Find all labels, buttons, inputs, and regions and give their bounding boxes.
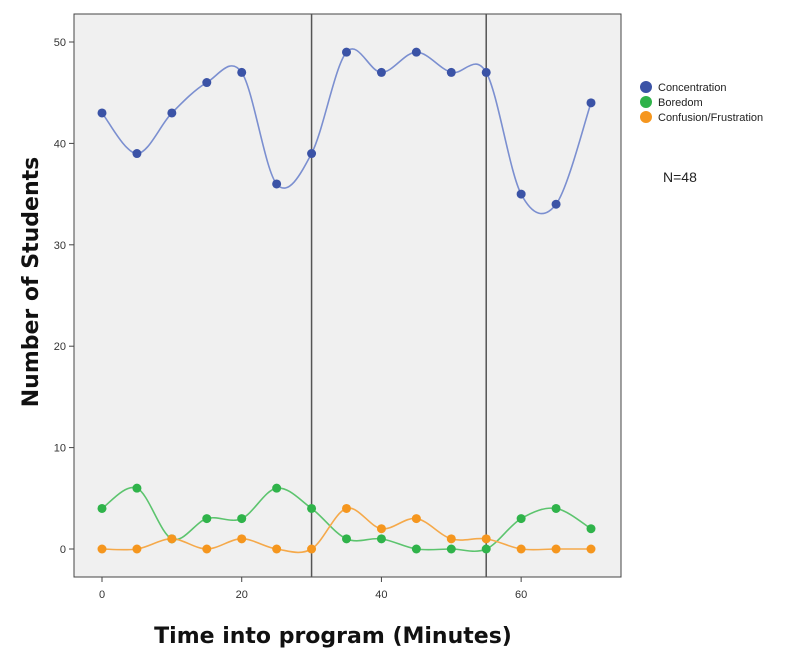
data-point-confusion-frustration (307, 544, 317, 554)
data-point-boredom (132, 483, 142, 493)
y-tick-label: 0 (60, 544, 66, 556)
data-point-boredom (97, 503, 107, 513)
x-tick-label: 0 (99, 589, 105, 601)
legend-label-concentration: Concentration (658, 82, 727, 94)
legend-marker-concentration (640, 81, 652, 93)
data-point-confusion-frustration (446, 534, 456, 544)
x-tick-label: 40 (375, 589, 387, 601)
x-axis: 0 20 40 60 (99, 577, 527, 601)
y-tick-label: 20 (54, 341, 66, 353)
data-point-concentration (97, 108, 107, 118)
data-point-boredom (481, 544, 491, 554)
y-axis-title: Number of Students (19, 157, 44, 408)
data-point-boredom (202, 514, 212, 524)
data-point-concentration (551, 199, 561, 209)
legend-marker-confusion-frustration (640, 111, 652, 123)
data-point-concentration (307, 149, 317, 159)
data-point-boredom (342, 534, 351, 544)
sample-size-annotation: N=48 (663, 169, 697, 185)
data-point-confusion-frustration (376, 524, 386, 534)
data-point-confusion-frustration (272, 544, 282, 554)
data-point-confusion-frustration (202, 544, 212, 554)
data-point-boredom (376, 534, 386, 544)
data-point-confusion-frustration (586, 544, 596, 554)
data-point-confusion-frustration (481, 534, 491, 544)
data-point-boredom (237, 514, 247, 524)
data-point-concentration (202, 78, 212, 88)
data-point-concentration (237, 67, 247, 77)
data-point-concentration (411, 47, 421, 57)
data-point-concentration (167, 108, 177, 118)
data-point-boredom (516, 514, 526, 524)
legend-label-confusion-frustration: Confusion/Frustration (658, 112, 763, 124)
x-tick-label: 60 (515, 589, 527, 601)
x-tick-label: 20 (236, 589, 248, 601)
legend-label-boredom: Boredom (658, 97, 703, 109)
legend-marker-boredom (640, 96, 652, 108)
data-point-confusion-frustration (167, 534, 177, 544)
plot-area (73, 13, 622, 578)
data-point-boredom (551, 503, 561, 513)
data-point-confusion-frustration (516, 544, 526, 554)
data-point-boredom (446, 544, 456, 554)
data-point-concentration (481, 67, 491, 77)
data-point-boredom (272, 483, 282, 493)
data-point-concentration (272, 179, 282, 189)
y-tick-label: 30 (54, 240, 66, 252)
data-point-concentration (516, 189, 526, 199)
data-point-confusion-frustration (342, 503, 351, 513)
data-point-confusion-frustration (97, 544, 107, 554)
data-point-boredom (307, 503, 317, 513)
y-tick-label: 10 (54, 443, 66, 455)
data-point-concentration (446, 67, 456, 77)
series-points (97, 47, 596, 554)
data-point-boredom (411, 544, 421, 554)
data-point-confusion-frustration (411, 514, 421, 524)
data-point-boredom (586, 524, 596, 534)
data-point-concentration (586, 98, 596, 108)
data-point-concentration (376, 67, 386, 77)
y-tick-label: 50 (54, 37, 66, 49)
y-tick-label: 40 (54, 138, 66, 150)
legend: Concentration Boredom Confusion/Frustratio… (640, 81, 763, 124)
x-axis-title: Time into program (Minutes) (154, 624, 512, 649)
data-point-confusion-frustration (551, 544, 561, 554)
data-point-concentration (342, 47, 351, 57)
reference-lines (310, 14, 487, 577)
data-point-concentration (132, 149, 142, 159)
data-point-confusion-frustration (132, 544, 142, 554)
y-axis: 0 10 20 30 40 50 (54, 37, 74, 556)
data-point-confusion-frustration (237, 534, 247, 544)
